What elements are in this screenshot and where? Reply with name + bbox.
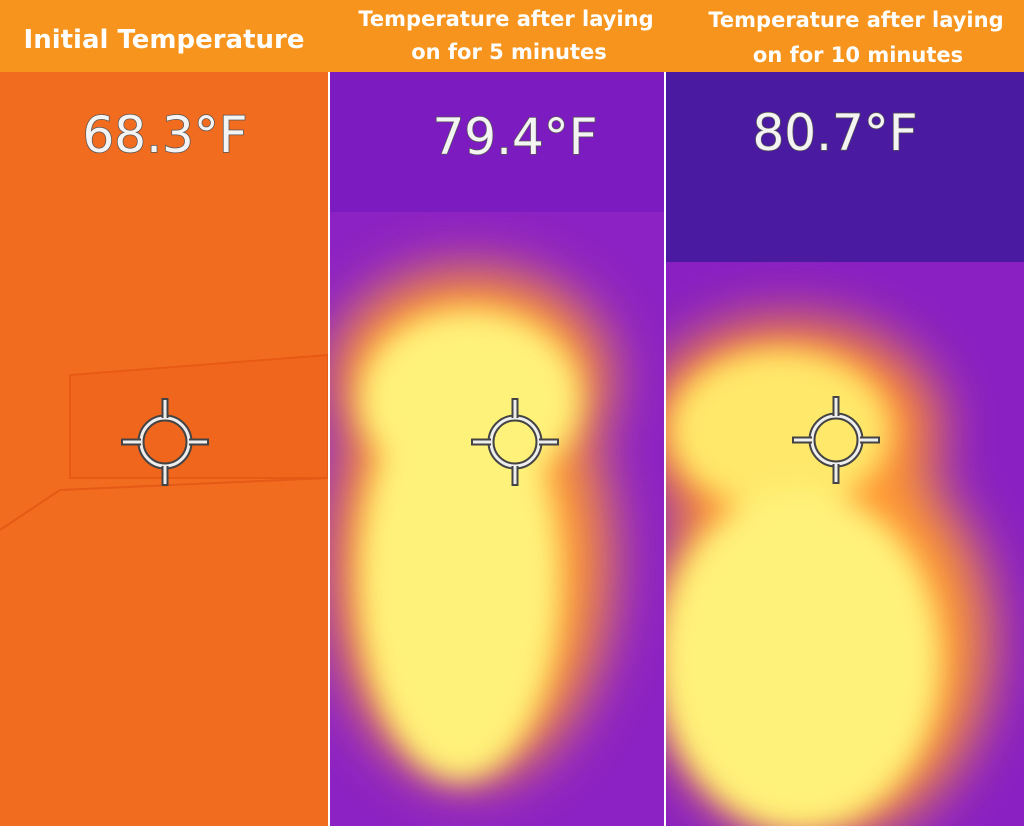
panel-title: Temperature after laying — [708, 8, 1003, 32]
temperature-reading: 80.7°F — [752, 104, 917, 162]
thermal-panel — [666, 72, 1024, 826]
panel-title: Initial Temperature — [24, 25, 305, 55]
temperature-reading: 68.3°F — [82, 106, 247, 164]
panel-title: on for 5 minutes — [411, 40, 607, 64]
thermal-panel — [330, 72, 664, 826]
header-bar — [0, 0, 1024, 72]
panel-title: on for 10 minutes — [753, 43, 963, 67]
panel-title: Temperature after laying — [358, 7, 653, 31]
temperature-reading: 79.4°F — [432, 108, 597, 166]
